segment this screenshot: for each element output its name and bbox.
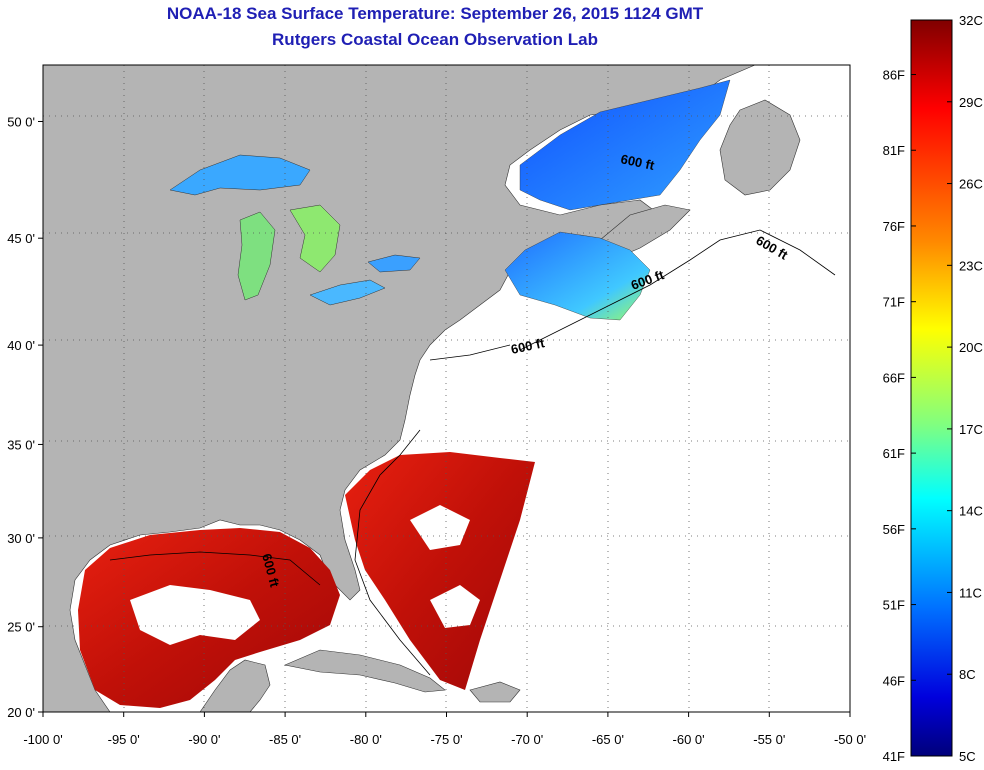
land-yucatan [199, 659, 271, 712]
x-tick-label: -55 0' [753, 732, 785, 747]
lake-michigan [237, 211, 276, 301]
y-tick-label: 30 0' [7, 531, 35, 546]
colorbar-c-label: 14C [959, 504, 983, 519]
land-newfoundland [719, 99, 801, 196]
lake-huron [289, 204, 341, 273]
x-tick-label: -50 0' [834, 732, 866, 747]
x-tick-label: -60 0' [673, 732, 705, 747]
y-axis: 50 0' 45 0' 40 0' 35 0' 30 0' 25 0' 20 0' [7, 114, 43, 720]
land-cuba [283, 649, 446, 693]
x-tick-label: -85 0' [269, 732, 301, 747]
lake-ontario [367, 254, 421, 273]
y-tick-label: 35 0' [7, 437, 35, 452]
x-tick-label: -90 0' [188, 732, 220, 747]
cloud-gap-atlantic [410, 505, 470, 550]
colorbar-c-label: 11C [959, 585, 982, 600]
lake-superior [169, 154, 311, 196]
y-tick-label: 20 0' [7, 705, 35, 720]
y-tick-label: 50 0' [7, 114, 35, 129]
y-tick-label: 25 0' [7, 620, 35, 635]
x-axis: -100 0' -95 0' -90 0' -85 0' -80 0' -75 0' -70… [23, 712, 866, 747]
y-tick-label: 40 0' [7, 338, 35, 353]
colorbar-c-label: 26C [959, 177, 983, 192]
colorbar-c-label: 5C [959, 749, 976, 764]
colorbar-f-label: 86F [883, 68, 905, 83]
colorbar-f-label: 66F [883, 370, 905, 385]
land-hispaniola [469, 681, 521, 703]
x-tick-label: -65 0' [592, 732, 624, 747]
sst-atlantic-swath [345, 452, 535, 690]
isobath-600ft [109, 229, 836, 676]
sst-gulf-st-lawrence [519, 79, 731, 211]
colorbar-c-label: 32C [959, 13, 983, 28]
colorbar-f-label: 71F [883, 295, 905, 310]
land-north-america [43, 65, 756, 712]
colorbar-f-label: 56F [883, 522, 905, 537]
x-tick-label: -80 0' [350, 732, 382, 747]
colorbar-c-label: 23C [959, 258, 983, 273]
colorbar-f-label: 51F [883, 598, 905, 613]
colorbar-c-label: 17C [959, 422, 983, 437]
colorbar-f-label: 46F [883, 673, 905, 688]
cloud-gap-gulf [130, 585, 260, 645]
x-tick-label: -100 0' [23, 732, 62, 747]
colorbar [910, 19, 953, 757]
colorbar-f-label: 41F [883, 749, 905, 764]
y-tick-label: 45 0' [7, 231, 35, 246]
sst-gulf-of-maine [504, 231, 651, 321]
x-tick-label: -75 0' [430, 732, 462, 747]
colorbar-c-label: 20C [959, 340, 983, 355]
colorbar-c-label: 29C [959, 95, 983, 110]
x-tick-label: -70 0' [511, 732, 543, 747]
x-tick-label: -95 0' [108, 732, 140, 747]
graticule [43, 65, 850, 712]
lake-erie [309, 279, 386, 306]
colorbar-c-label: 8C [959, 667, 976, 682]
colorbar-f-label: 81F [883, 143, 905, 158]
colorbar-f-label: 76F [883, 219, 905, 234]
colorbar-f-label: 61F [883, 446, 905, 461]
map-subtitle: Rutgers Coastal Ocean Observation Lab [272, 30, 598, 49]
map-title: NOAA-18 Sea Surface Temperature: Septemb… [166, 4, 704, 23]
cloud-gap-atlantic-2 [430, 585, 480, 628]
isobath-label: 600 ft [510, 335, 547, 357]
isobath-label: 600 ft [619, 151, 656, 173]
colorbar-ticks: 32C 29C 26C 23C 20C 17C 14C 11C 8C 5C 86F 81F 76F 71F… [883, 13, 983, 764]
